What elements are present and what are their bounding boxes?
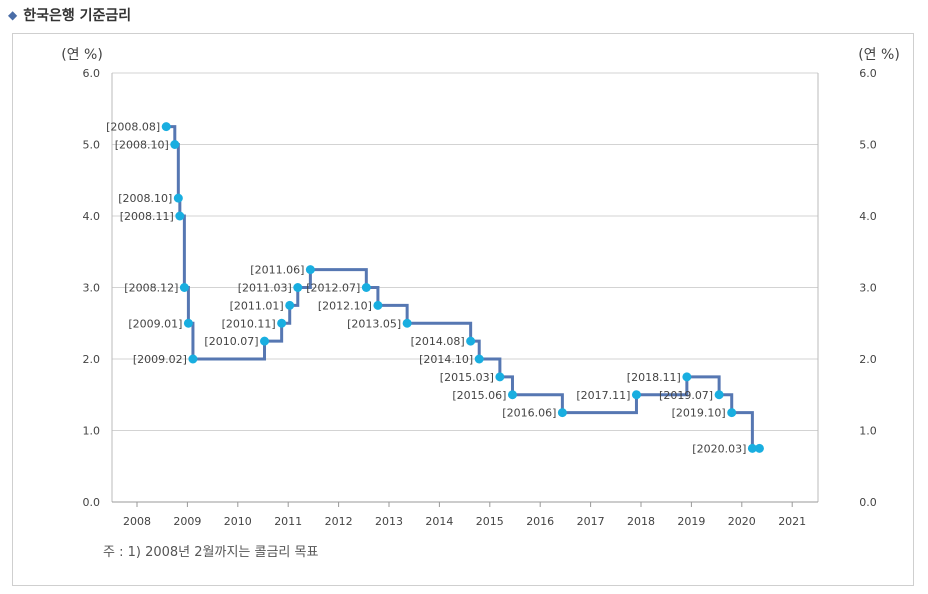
- data-label: [2015.06]: [452, 389, 506, 402]
- data-point: [754, 443, 764, 453]
- x-tick-label: 2019: [677, 515, 705, 528]
- data-point: [285, 300, 295, 310]
- footnote: 주 : 1) 2008년 2월까지는 콜금리 목표: [103, 545, 319, 560]
- data-point: [466, 336, 476, 346]
- data-point: [495, 372, 505, 382]
- data-point: [727, 408, 737, 418]
- data-label: [2010.07]: [204, 335, 258, 348]
- y-tick-label-right: 4.0: [859, 210, 877, 223]
- data-label: [2008.10]: [118, 192, 172, 205]
- x-tick-label: 2009: [173, 515, 201, 528]
- data-label: [2009.02]: [133, 353, 187, 366]
- data-point: [188, 354, 198, 364]
- data-point: [402, 318, 412, 328]
- x-tick-label: 2017: [577, 515, 605, 528]
- data-label: [2009.01]: [128, 317, 182, 330]
- data-point: [175, 211, 185, 221]
- data-point: [682, 372, 692, 382]
- data-point: [714, 390, 724, 400]
- chart-panel: [12, 33, 914, 586]
- data-label: [2015.03]: [440, 371, 494, 384]
- data-point: [260, 336, 270, 346]
- data-point: [305, 265, 315, 275]
- x-tick-label: 2018: [627, 515, 655, 528]
- data-label: [2018.11]: [627, 371, 681, 384]
- data-label: [2016.06]: [502, 407, 556, 420]
- x-tick-label: 2008: [123, 515, 151, 528]
- data-label: [2014.08]: [411, 335, 465, 348]
- data-label: [2012.10]: [318, 299, 372, 312]
- data-label: [2008.10]: [115, 139, 169, 152]
- data-point: [170, 140, 180, 149]
- y-tick-label-right: 5.0: [859, 139, 877, 152]
- data-label: [2019.07]: [659, 389, 713, 402]
- y-tick-label-right: 0.0: [859, 496, 877, 509]
- data-point: [474, 354, 484, 364]
- data-point: [183, 318, 193, 328]
- data-label: [2011.03]: [238, 282, 292, 295]
- y-tick-label-right: 1.0: [859, 425, 877, 438]
- y-tick-label-left: 3.0: [83, 282, 101, 295]
- data-point: [747, 443, 757, 453]
- data-label: [2008.08]: [106, 121, 160, 134]
- y-tick-label-right: 2.0: [859, 353, 877, 366]
- y-tick-label-left: 4.0: [83, 210, 101, 223]
- x-tick-label: 2010: [224, 515, 252, 528]
- y-tick-label-left: 2.0: [83, 353, 101, 366]
- x-tick-label: 2016: [526, 515, 554, 528]
- x-tick-label: 2012: [325, 515, 353, 528]
- data-label: [2019.10]: [672, 407, 726, 420]
- y-tick-label-left: 1.0: [83, 425, 101, 438]
- y-axis-label-left: (연 %): [61, 47, 103, 63]
- data-point: [631, 390, 641, 400]
- y-tick-label-right: 3.0: [859, 282, 877, 295]
- page-title: 한국은행 기준금리: [23, 8, 132, 24]
- data-label: [2011.01]: [230, 299, 284, 312]
- data-point: [361, 283, 371, 292]
- data-label: [2012.07]: [306, 282, 360, 295]
- chart-header: ◆ 한국은행 기준금리: [8, 4, 131, 26]
- data-point: [507, 390, 517, 400]
- data-label: [2010.11]: [222, 317, 276, 330]
- data-point: [277, 318, 287, 328]
- y-tick-label-right: 6.0: [859, 67, 877, 80]
- x-tick-label: 2015: [476, 515, 504, 528]
- x-tick-label: 2011: [274, 515, 302, 528]
- y-tick-label-left: 6.0: [83, 67, 101, 80]
- y-tick-label-left: 5.0: [83, 139, 101, 152]
- x-tick-label: 2021: [778, 515, 806, 528]
- data-label: [2011.06]: [250, 264, 304, 277]
- data-point: [179, 283, 189, 292]
- diamond-icon: ◆: [8, 8, 18, 22]
- data-label: [2017.11]: [576, 389, 630, 402]
- data-point: [373, 300, 383, 310]
- data-label: [2008.12]: [124, 282, 178, 295]
- data-label: [2014.10]: [419, 353, 473, 366]
- data-point: [161, 122, 171, 132]
- data-label: [2020.03]: [692, 442, 746, 455]
- data-point: [173, 193, 183, 203]
- data-label: [2008.11]: [120, 210, 174, 223]
- data-point: [293, 283, 303, 292]
- y-tick-label-left: 0.0: [83, 496, 101, 509]
- x-tick-label: 2020: [728, 515, 756, 528]
- x-tick-label: 2014: [425, 515, 453, 528]
- x-tick-label: 2013: [375, 515, 403, 528]
- data-point: [557, 408, 567, 418]
- data-label: [2013.05]: [347, 317, 401, 330]
- y-axis-label-right: (연 %): [858, 47, 900, 63]
